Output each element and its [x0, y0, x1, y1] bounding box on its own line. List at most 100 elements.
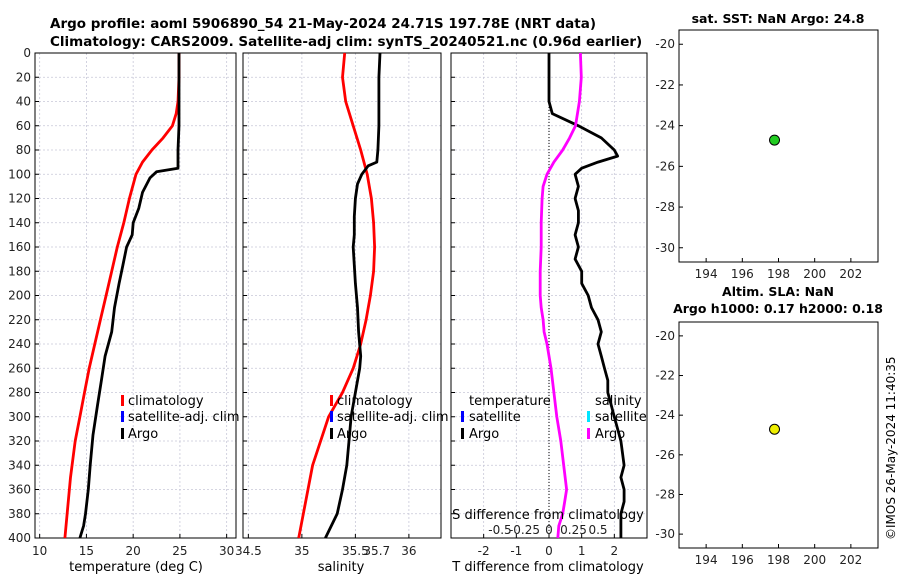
x-tick-label: 30	[219, 544, 234, 558]
x-tick-label: 198	[767, 553, 790, 567]
y-tick-label: -20	[655, 37, 675, 51]
legend-label-satellite: satellite-adj. clim	[128, 410, 240, 425]
y-tick-label: 280	[8, 386, 31, 400]
x-tick-label: 194	[695, 553, 718, 567]
s-tick-label: 0	[545, 523, 553, 537]
series-line-climatology	[63, 53, 181, 539]
y-tick-label: -22	[655, 78, 675, 92]
difference-xlabel: T difference from climatology	[451, 560, 644, 575]
x-tick-label: 2	[611, 544, 619, 558]
x-tick-label: 202	[839, 553, 862, 567]
x-tick-label: 202	[839, 267, 862, 281]
title-line-2: Climatology: CARS2009. Satellite-adj cli…	[50, 34, 642, 50]
y-tick-label: 120	[8, 192, 31, 206]
y-tick-label: 340	[8, 458, 31, 472]
sst-title: sat. SST: NaN Argo: 24.8	[692, 11, 865, 26]
legend-swatch-t-satellite	[461, 411, 464, 422]
x-tick-label: 200	[803, 553, 826, 567]
legend-label-salinity: salinity	[595, 394, 642, 409]
y-tick-label: 60	[16, 119, 31, 133]
timestamp-stamp: ©IMOS 26-May-2024 11:40:35	[884, 356, 898, 540]
y-tick-label: 220	[8, 313, 31, 327]
y-tick-label: 20	[16, 70, 31, 84]
legend-swatch-climatology	[121, 395, 124, 406]
x-tick-label: 194	[695, 267, 718, 281]
series-line-argo	[324, 52, 382, 539]
axes-frame	[678, 321, 879, 549]
x-tick-label: -2	[478, 544, 490, 558]
legend-swatch-t-argo	[461, 428, 464, 439]
legend-swatch-satellite	[121, 411, 124, 422]
y-tick-label: -24	[655, 119, 675, 133]
legend-label-s-satellite: satellite	[595, 410, 647, 425]
y-tick-label: 100	[8, 167, 31, 181]
s-tick-label: 0.5	[588, 523, 607, 537]
temperature-legend: climatology satellite-adj. clim Argo	[121, 394, 240, 442]
x-tick-label: 35.7	[363, 544, 390, 558]
legend-label-t-argo: Argo	[469, 427, 499, 442]
s-tick-label: 0.25	[560, 523, 587, 537]
x-tick-label: 25	[172, 544, 187, 558]
y-tick-label: 160	[8, 240, 31, 254]
salinity-panel: 34.5 35 35.5 36 35.7	[235, 52, 442, 558]
x-tick-label: 196	[731, 553, 754, 567]
x-tick-label: 196	[731, 267, 754, 281]
x-tick-label: 1	[578, 544, 586, 558]
sst-map-panel: 194 196 198 200 202 -20 -22 -24 -26 -28 -30	[655, 29, 879, 281]
series-line-t-argo	[547, 53, 626, 538]
sla-title-line-1: Altim. SLA: NaN	[722, 284, 834, 299]
y-tick-label: -20	[655, 329, 675, 343]
x-tick-label: 0	[545, 544, 553, 558]
x-tick-label: 15	[79, 544, 94, 558]
x-tick-label: -1	[510, 544, 522, 558]
legend-label-argo: Argo	[128, 427, 158, 442]
x-tick-label: 10	[32, 544, 47, 558]
legend-label-satellite: satellite-adj. clim	[337, 410, 449, 425]
y-tick-label: 180	[8, 264, 31, 278]
y-tick-label: 240	[8, 337, 31, 351]
x-tick-label: 34.5	[235, 544, 262, 558]
float-position-marker	[769, 134, 781, 146]
y-tick-label: -30	[655, 241, 675, 255]
legend-swatch-argo	[121, 428, 124, 439]
x-tick-label: 198	[767, 267, 790, 281]
legend-swatch-s-argo	[587, 428, 590, 439]
legend-label-climatology: climatology	[337, 394, 413, 409]
y-tick-label: 380	[8, 507, 31, 521]
difference-top-label: S difference from climatology	[452, 508, 644, 523]
s-tick-label: -0.5	[488, 523, 511, 537]
y-tick-label: 0	[23, 46, 31, 60]
series-line-s-argo	[538, 52, 583, 539]
salinity-legend: climatology satellite-adj. clim Argo	[330, 394, 449, 442]
legend-swatch-s-satellite	[587, 411, 590, 422]
legend-label-t-satellite: satellite	[469, 410, 521, 425]
y-tick-label: -30	[655, 527, 675, 541]
legend-label-temperature: temperature	[469, 394, 551, 409]
x-tick-label: 20	[126, 544, 141, 558]
y-tick-label: 140	[8, 216, 31, 230]
y-tick-label: 260	[8, 361, 31, 375]
legend-swatch-climatology	[330, 395, 333, 406]
legend-label-s-argo: Argo	[595, 427, 625, 442]
temperature-panel: 10 15 20 25 30020406080100120140160180200220…	[8, 46, 237, 558]
y-tick-label: -26	[655, 159, 675, 173]
difference-legend-salinity: salinity satellite Argo	[587, 394, 647, 442]
series-line-climatology	[297, 52, 377, 539]
x-tick-label: 36	[401, 544, 416, 558]
y-tick-label: -28	[655, 200, 675, 214]
y-tick-label: 400	[8, 531, 31, 545]
series-line-argo	[78, 53, 181, 539]
sla-title-line-2: Argo h1000: 0.17 h2000: 0.18	[673, 301, 883, 316]
y-tick-label: -26	[655, 448, 675, 462]
x-tick-label: 35.5	[342, 544, 369, 558]
y-tick-label: -28	[655, 487, 675, 501]
legend-label-climatology: climatology	[128, 394, 204, 409]
y-tick-label: 200	[8, 289, 31, 303]
y-tick-label: 40	[16, 95, 31, 109]
x-tick-label: 35	[294, 544, 309, 558]
difference-legend-temperature: temperature satellite Argo	[461, 394, 551, 442]
y-tick-label: 300	[8, 410, 31, 424]
legend-label-argo: Argo	[337, 427, 367, 442]
temperature-xlabel: temperature (deg C)	[69, 560, 203, 575]
